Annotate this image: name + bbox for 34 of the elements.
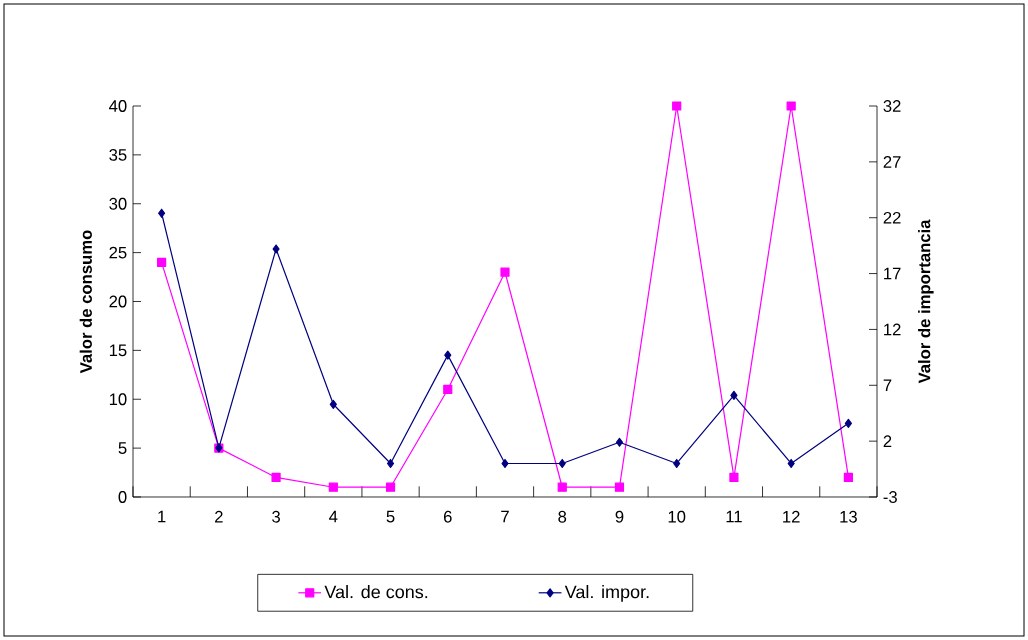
y2-tick-label: 12: [884, 323, 901, 336]
x-tick-label: 13: [840, 510, 857, 523]
y-tick-label: 35: [109, 148, 127, 161]
x-tick-label: 12: [783, 510, 800, 523]
x-tick-label: 3: [272, 510, 280, 523]
x-tick-label: 10: [668, 510, 686, 523]
y-axis-title: Valor de consumo: [79, 230, 92, 374]
y-tick-label: 40: [109, 100, 127, 112]
y-tick-label: 15: [109, 344, 127, 357]
x-tick-label: 7: [501, 510, 509, 523]
x-tick-label: 6: [443, 510, 452, 523]
y2-tick-label: 32: [883, 100, 901, 112]
y2-tick-label: 22: [883, 211, 901, 224]
x-tick-label: 8: [558, 510, 567, 523]
y-tick-label: 25: [109, 246, 127, 259]
x-tick-label: 5: [386, 510, 395, 523]
x-tick-label: 9: [615, 510, 624, 523]
y2-tick-label: -3: [883, 491, 897, 503]
y2-tick-label: 17: [884, 267, 901, 280]
y-tick-label: 5: [118, 442, 127, 454]
legend-label: Val. impor.: [564, 585, 649, 602]
y2-tick-label: 2: [883, 435, 892, 447]
x-tick-label: 1: [158, 510, 166, 523]
y-tick-label: 20: [109, 295, 127, 308]
y-tick-label: 10: [109, 393, 127, 406]
x-tick-label: 2: [215, 510, 223, 523]
y2-tick-label: 27: [883, 156, 901, 168]
x-tick-label: 11: [726, 510, 742, 523]
y-tick-label: 0: [118, 491, 127, 503]
y2-axis-title: Valor de importancia: [918, 219, 934, 384]
y-tick-label: 30: [109, 197, 127, 210]
y2-tick-label: 7: [883, 379, 892, 392]
legend-label: Val. de cons.: [324, 585, 428, 599]
x-tick-label: 4: [329, 510, 338, 523]
